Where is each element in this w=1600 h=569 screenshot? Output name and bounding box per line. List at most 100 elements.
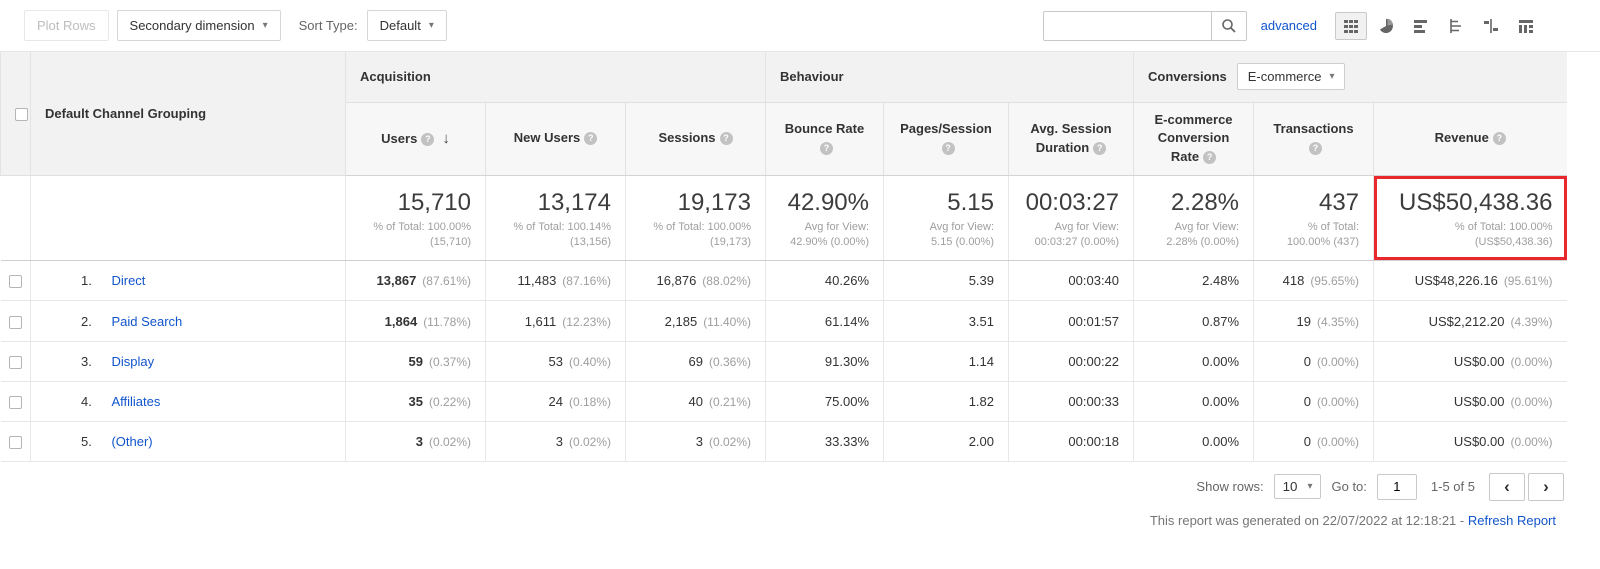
channel-link[interactable]: (Other) <box>111 433 153 449</box>
totals-pages-session-value: 5.15 <box>947 189 994 217</box>
channel-cell: 5. (Other) <box>30 421 346 462</box>
row-checkbox[interactable] <box>8 315 22 329</box>
next-page-button[interactable]: › <box>1528 472 1564 501</box>
bounce-rate-value: 40.26% <box>824 273 869 289</box>
row-index: 1. <box>81 273 92 289</box>
column-header-ecommerce-conversion-rate[interactable]: E-commerce Conversion Rate? <box>1133 102 1254 177</box>
help-icon[interactable]: ? <box>421 132 435 146</box>
refresh-report-link[interactable]: Refresh Report <box>1467 512 1556 528</box>
ecommerce-conversion-rate-value: 0.00% <box>1202 433 1240 449</box>
table-row: 1. Direct 13,867 (87.61%) 11,483 (87.16%) … <box>0 260 1567 302</box>
help-icon[interactable]: ? <box>584 132 598 146</box>
select-all-checkbox[interactable] <box>15 108 28 122</box>
totals-users-value: 15,710 <box>397 189 471 217</box>
ecommerce-conversion-rate-value: 0.00% <box>1202 353 1240 369</box>
new-users-pct: (87.16%) <box>562 274 611 289</box>
sessions-cell: 40 (0.21%) <box>625 381 766 422</box>
help-icon[interactable]: ? <box>719 132 733 146</box>
revenue-cell: US$48,226.16 (95.61%) <box>1373 260 1567 302</box>
row-checkbox[interactable] <box>8 395 22 409</box>
pages-session-value: 2.00 <box>968 433 994 449</box>
column-header-transactions[interactable]: Transactions ? <box>1253 102 1374 177</box>
totals-sessions-value: 19,173 <box>677 189 751 217</box>
channel-link[interactable]: Paid Search <box>111 313 183 329</box>
row-checkbox-cell <box>0 341 31 382</box>
conversions-goal-dropdown[interactable]: E-commerce ▾ <box>1236 63 1346 91</box>
sort-type-dropdown[interactable]: Default ▾ <box>366 10 447 41</box>
performance-view-button[interactable] <box>1405 12 1437 40</box>
row-checkbox-cell <box>0 381 31 422</box>
group-header-conversions: Conversions E-commerce ▾ <box>1133 52 1567 103</box>
totals-transactions-cell: 437 % of Total: 100.00% (437) <box>1253 175 1374 262</box>
plot-rows-button[interactable]: Plot Rows <box>24 10 109 41</box>
help-icon[interactable]: ? <box>1309 141 1323 155</box>
revenue-pct: (0.00%) <box>1510 394 1553 409</box>
channel-cell: 3. Display <box>30 341 346 382</box>
help-icon[interactable]: ? <box>820 141 833 155</box>
column-header-sessions[interactable]: Sessions? <box>625 102 766 177</box>
goto-page-input[interactable] <box>1376 473 1417 500</box>
transactions-header-label: Transactions <box>1273 120 1354 136</box>
bounce-rate-cell: 40.26% <box>765 260 884 302</box>
performance-view-icon <box>1414 19 1427 33</box>
pages-session-value: 3.51 <box>968 313 994 329</box>
row-checkbox[interactable] <box>8 355 22 369</box>
channel-link[interactable]: Display <box>111 353 155 369</box>
channel-link[interactable]: Affiliates <box>111 393 161 409</box>
help-icon[interactable]: ? <box>1203 151 1217 165</box>
help-icon[interactable]: ? <box>941 141 955 155</box>
ecommerce-conversion-rate-cell: 0.00% <box>1133 381 1254 422</box>
transactions-cell: 19 (4.35%) <box>1253 300 1374 342</box>
column-header-users[interactable]: Users? ↓ <box>345 102 486 177</box>
bounce-rate-cell: 91.30% <box>765 341 884 382</box>
totals-avg-session-duration-sub2: 00:03:27 (0.00%) <box>1034 236 1120 249</box>
users-pct: (0.37%) <box>428 354 471 369</box>
channel-cell: 1. Direct <box>30 260 346 302</box>
column-header-channel-grouping[interactable]: Default Channel Grouping <box>30 52 346 177</box>
pages-session-cell: 5.39 <box>883 260 1009 302</box>
help-icon[interactable]: ? <box>1093 141 1107 155</box>
search-input[interactable] <box>1042 10 1211 41</box>
help-icon[interactable]: ? <box>1492 132 1506 146</box>
percentage-view-button[interactable] <box>1370 12 1402 40</box>
transactions-value: 19 <box>1296 313 1311 329</box>
secondary-dimension-dropdown[interactable]: Secondary dimension ▾ <box>116 10 281 41</box>
ecommerce-conversion-rate-header-label: E-commerce Conversion Rate <box>1154 111 1233 165</box>
transactions-pct: (4.35%) <box>1316 314 1360 329</box>
advanced-search-link[interactable]: advanced <box>1260 18 1317 33</box>
avg-session-duration-cell: 00:00:22 <box>1007 341 1134 382</box>
channel-link[interactable]: Direct <box>111 273 146 289</box>
chevron-right-icon: › <box>1543 476 1549 496</box>
goto-label: Go to: <box>1331 479 1367 495</box>
column-header-new-users[interactable]: New Users? <box>485 102 626 177</box>
totals-pages-session-sub2: 5.15 (0.00%) <box>931 236 994 249</box>
transactions-pct: (0.00%) <box>1316 434 1360 449</box>
column-header-revenue[interactable]: Revenue? <box>1373 102 1567 177</box>
previous-page-button[interactable]: ‹ <box>1489 472 1525 501</box>
new-users-value: 1,611 <box>524 313 557 329</box>
users-header-label: Users <box>381 130 418 146</box>
search-button[interactable] <box>1210 10 1247 41</box>
transactions-value: 418 <box>1282 273 1305 289</box>
row-checkbox[interactable] <box>8 435 22 449</box>
comparison-bars-view-button[interactable] <box>1475 12 1507 40</box>
sessions-pct: (0.21%) <box>708 394 751 409</box>
bounce-rate-cell: 33.33% <box>765 421 884 462</box>
row-checkbox[interactable] <box>8 275 22 289</box>
table-view-button[interactable] <box>1335 11 1367 40</box>
caret-down-icon: ▾ <box>1329 70 1335 82</box>
comparison-view-button[interactable] <box>1440 12 1472 40</box>
view-mode-buttons <box>1335 11 1542 40</box>
conversions-label: Conversions <box>1148 69 1227 85</box>
pivot-view-button[interactable] <box>1510 12 1542 40</box>
new-users-value: 11,483 <box>517 273 557 289</box>
show-rows-select[interactable]: 10 ▾ <box>1273 474 1322 500</box>
totals-sessions-cell: 19,173 % of Total: 100.00% (19,173) <box>625 175 766 262</box>
new-users-header-label: New Users <box>513 130 581 146</box>
column-header-avg-session-duration[interactable]: Avg. Session Duration? <box>1007 102 1134 177</box>
column-header-bounce-rate[interactable]: Bounce Rate ? <box>765 102 884 177</box>
users-cell: 59 (0.37%) <box>345 341 486 382</box>
bounce-rate-value: 75.00% <box>824 393 869 409</box>
group-header-acquisition: Acquisition <box>345 52 766 103</box>
column-header-pages-session[interactable]: Pages/Session ? <box>883 102 1009 177</box>
